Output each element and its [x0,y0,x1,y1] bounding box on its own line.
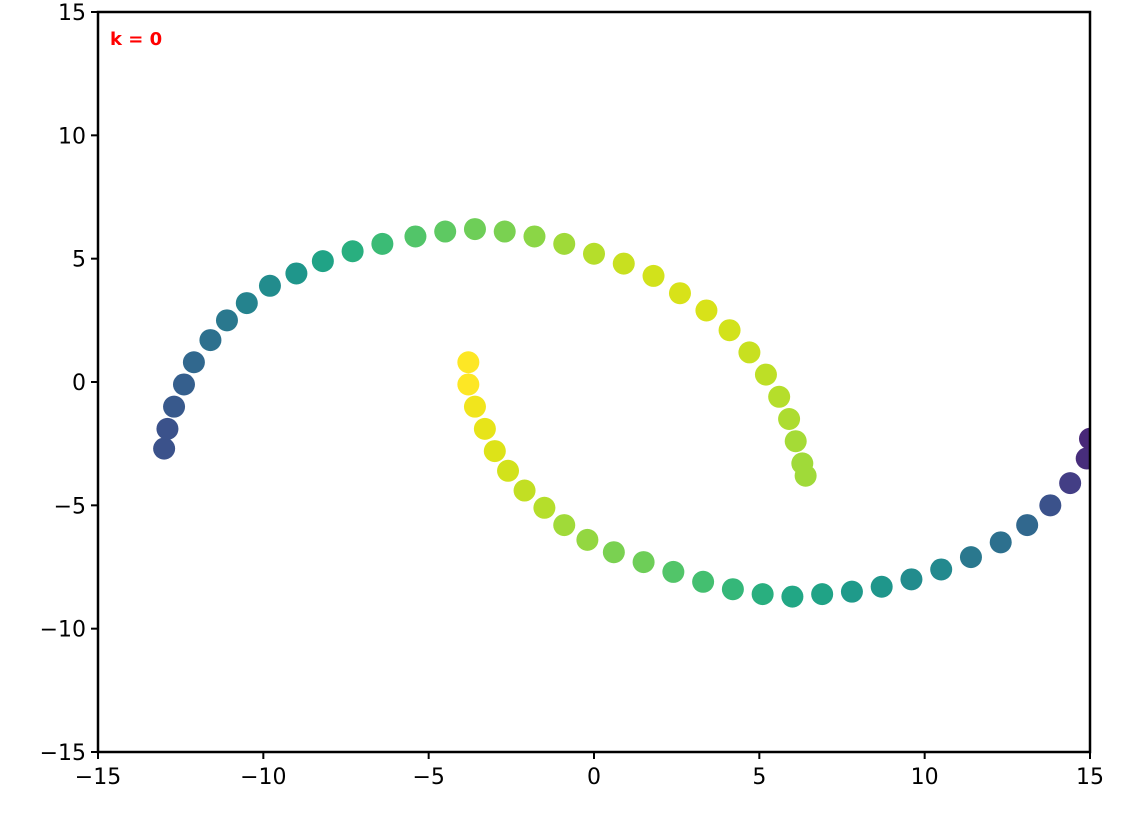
point [612,252,635,275]
x-tick-label: 10 [911,765,939,790]
point [1075,447,1090,470]
point [513,479,536,502]
point [738,341,761,364]
point [662,560,685,583]
y-tick-label: 5 [72,248,86,273]
point [870,575,893,598]
point [602,541,625,564]
point [172,373,195,396]
point [523,225,546,248]
point [668,282,691,305]
point [553,232,576,255]
point [1079,427,1090,450]
point [163,395,186,418]
point [794,464,817,487]
point [235,292,258,315]
x-tick-label: −15 [75,765,121,790]
point [553,514,576,537]
point [533,496,556,519]
point [695,299,718,322]
y-tick-label: 15 [58,1,86,26]
point [632,551,655,574]
point [1016,514,1039,537]
point [199,329,222,352]
point [768,385,791,408]
annotation: k = 0 [110,29,162,50]
point [285,262,308,285]
y-tick-label: −10 [40,618,86,643]
point [959,546,982,569]
x-tick-label: −10 [240,765,286,790]
point [404,225,427,248]
point [930,558,953,581]
point [721,578,744,601]
plot-area [153,218,1090,608]
point [576,528,599,551]
point [156,417,179,440]
point [840,580,863,603]
point [778,408,801,430]
point [457,373,480,396]
y-tick-label: 10 [58,124,86,149]
point [258,274,281,297]
point [493,220,516,243]
point [311,250,334,273]
point [457,351,480,374]
point [497,459,520,482]
y-tick-label: −5 [54,494,86,519]
point [751,583,774,606]
y-tick-label: −15 [40,741,86,766]
x-tick-label: 5 [752,765,766,790]
x-tick-label: 0 [587,765,601,790]
point [215,309,238,332]
point [463,395,486,418]
point [182,351,205,374]
point [473,417,496,440]
point [754,363,777,386]
axes-frame [96,10,1092,754]
point [784,430,807,453]
point [153,437,176,460]
point [900,568,923,591]
point [781,585,804,608]
y-tick-label: 0 [72,371,86,396]
point [434,220,457,243]
point [341,240,364,263]
point [1059,472,1082,495]
point [583,242,605,265]
point [463,218,486,241]
point [718,319,741,342]
point [371,232,394,255]
point [1039,494,1062,517]
point [483,440,506,463]
point [692,570,715,593]
x-tick-label: 15 [1076,765,1104,790]
x-tick-label: −5 [412,765,444,790]
point [989,531,1012,554]
point [811,583,834,606]
point [642,264,665,287]
